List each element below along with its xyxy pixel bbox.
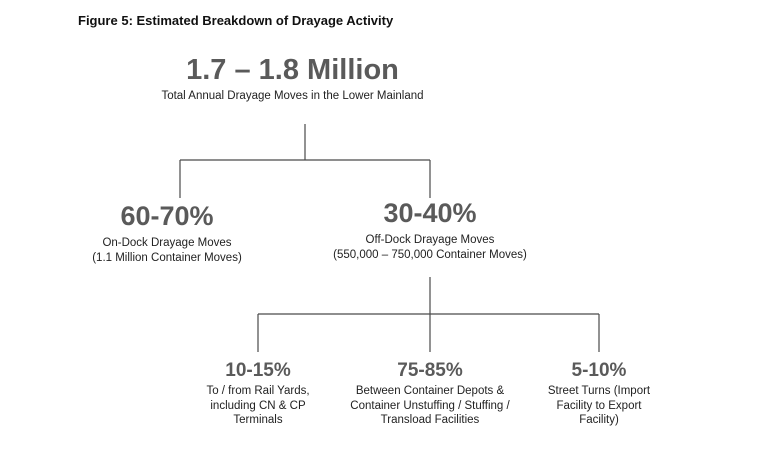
off-dock-description: Off-Dock Drayage Moves (550,000 – 750,00… (305, 233, 555, 262)
rail-yards-line-3: Terminals (233, 414, 283, 426)
container-depots-value: 75-85% (397, 360, 463, 381)
rail-yards-value: 10-15% (225, 360, 291, 381)
figure-title: Figure 5: Estimated Breakdown of Drayage… (78, 13, 394, 28)
on-dock-line-2: (1.1 Million Container Moves) (92, 251, 242, 264)
street-turns-line-2: Facility to Export (556, 399, 642, 412)
street-turns-line-3: Facility) (579, 414, 619, 426)
on-dock-value: 60-70% (120, 201, 214, 231)
street-turns-line-1: Street Turns (Import (547, 385, 651, 397)
container-depots-line-3: Transload Facilities (380, 414, 480, 426)
on-dock-description: On-Dock Drayage Moves (1.1 Million Conta… (62, 236, 272, 265)
root-node: 1.7 – 1.8 Million Total Annual Drayage M… (130, 56, 455, 104)
node-container-depots: 75-85% Between Container Depots & Contai… (335, 361, 525, 428)
rail-yards-line-1: To / from Rail Yards, (206, 385, 310, 397)
root-label: Total Annual Drayage Moves in the Lower … (161, 90, 424, 102)
root-value: 1.7 – 1.8 Million (186, 54, 399, 86)
off-dock-value: 30-40% (383, 198, 477, 228)
node-on-dock: 60-70% On-Dock Drayage Moves (1.1 Millio… (62, 203, 272, 265)
rail-yards-description: To / from Rail Yards, including CN & CP … (198, 384, 318, 428)
container-depots-line-1: Between Container Depots & (355, 385, 505, 397)
on-dock-line-1: On-Dock Drayage Moves (102, 237, 232, 249)
street-turns-description: Street Turns (Import Facility to Export … (534, 384, 664, 428)
container-depots-line-2: Container Unstuffing / Stuffing / (350, 399, 510, 412)
container-depots-description: Between Container Depots & Container Uns… (335, 384, 525, 428)
off-dock-line-1: Off-Dock Drayage Moves (365, 234, 495, 246)
rail-yards-line-2: including CN & CP (210, 399, 306, 412)
node-street-turns: 5-10% Street Turns (Import Facility to E… (534, 361, 664, 428)
off-dock-line-2: (550,000 – 750,000 Container Moves) (333, 248, 527, 261)
node-off-dock: 30-40% Off-Dock Drayage Moves (550,000 –… (305, 200, 555, 262)
node-rail-yards: 10-15% To / from Rail Yards, including C… (198, 361, 318, 428)
street-turns-value: 5-10% (571, 360, 627, 381)
